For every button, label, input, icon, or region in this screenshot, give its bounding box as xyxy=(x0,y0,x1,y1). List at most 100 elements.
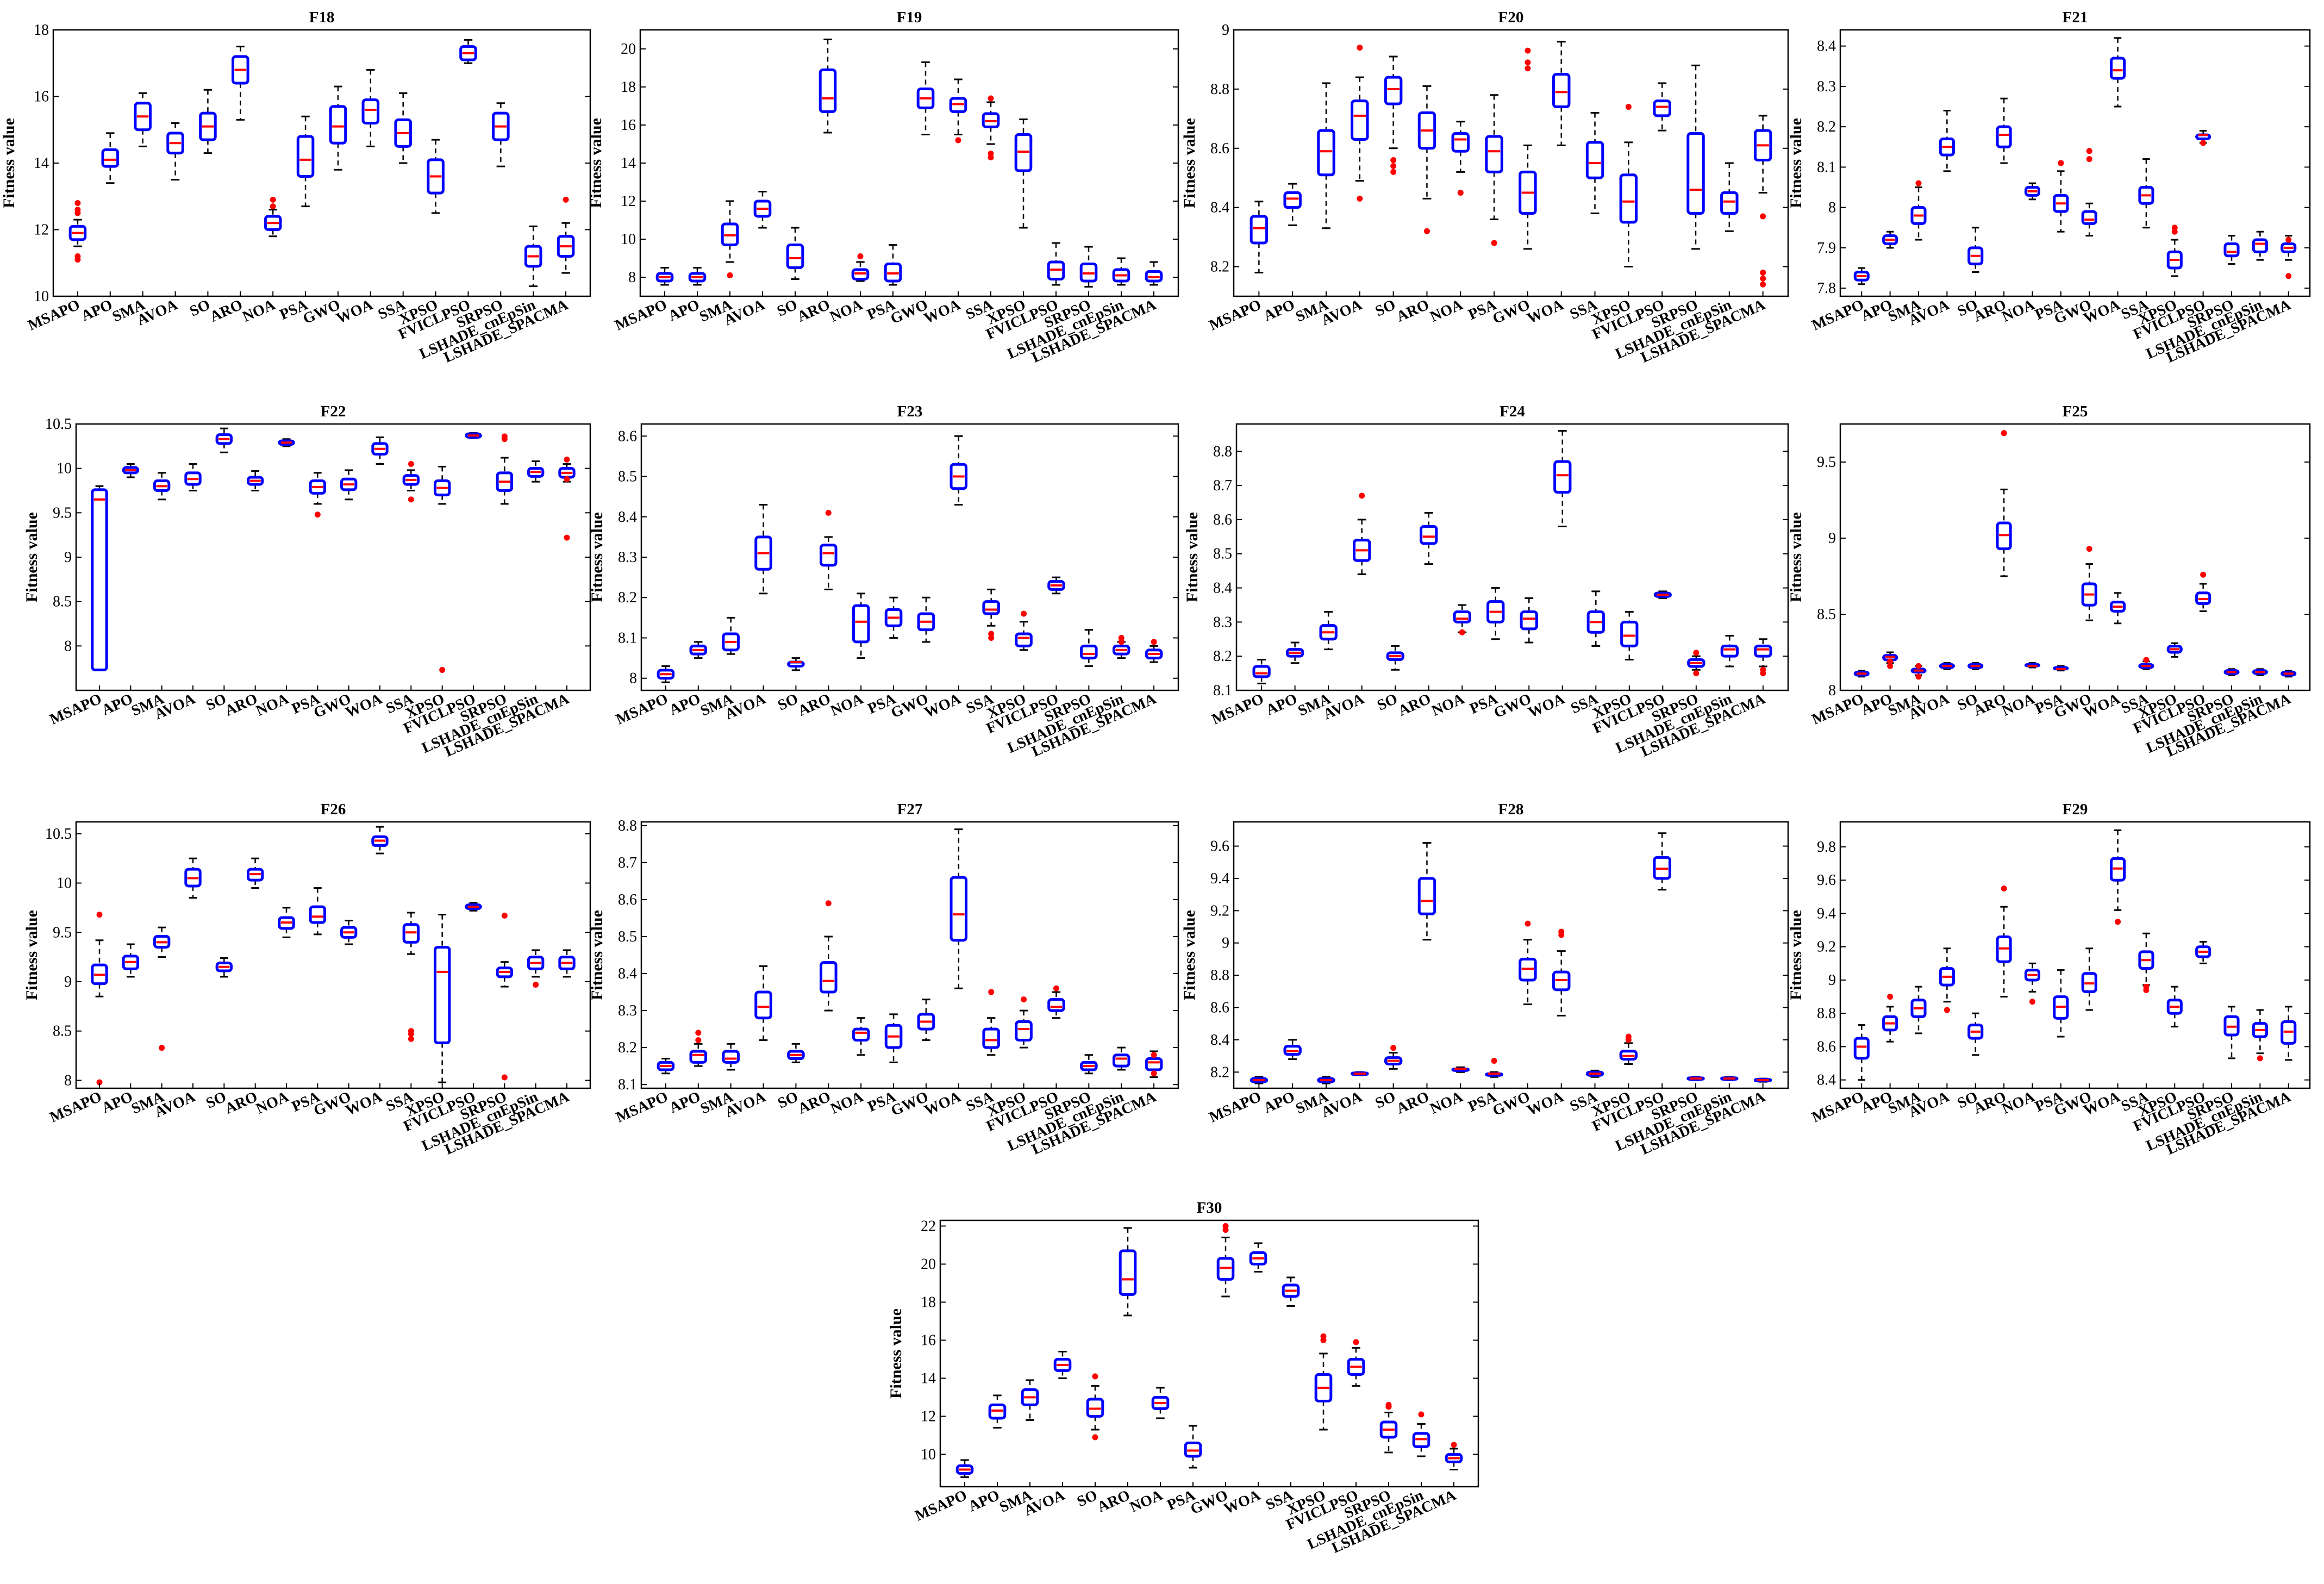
x-tick-label: NOA xyxy=(253,1088,291,1118)
box-iqr xyxy=(851,268,870,280)
x-tick-label: WOA xyxy=(1525,296,1566,327)
box-avoa xyxy=(754,503,772,595)
box-gwo xyxy=(2081,947,2097,1011)
box-fviclpso xyxy=(1653,590,1672,599)
box-iqr xyxy=(2281,1020,2297,1045)
y-tick-label: 8.5 xyxy=(1817,606,1836,623)
box-avoa xyxy=(1939,109,1955,172)
box-noa xyxy=(278,438,295,447)
box-gwo xyxy=(1519,47,1537,250)
box-psa xyxy=(884,244,902,286)
box-iqr xyxy=(278,916,295,930)
box-noa xyxy=(278,907,295,938)
outlier-point xyxy=(408,496,414,503)
box-sma xyxy=(153,472,171,501)
box-so xyxy=(215,427,233,453)
x-tick-label: APO xyxy=(1264,690,1300,719)
outlier-point xyxy=(2143,657,2150,663)
box-iqr xyxy=(246,476,264,486)
box-iqr xyxy=(1286,648,1304,658)
y-tick-label: 8.4 xyxy=(1817,1072,1836,1089)
box-srpso xyxy=(1079,246,1098,288)
panel-title: F22 xyxy=(321,403,346,420)
outlier-point xyxy=(2001,430,2007,436)
box-srpso xyxy=(1080,1054,1098,1075)
box-lshade_spacma xyxy=(557,196,575,274)
box-iqr xyxy=(949,97,967,113)
box-aro xyxy=(1996,97,2012,164)
box-psa xyxy=(1485,94,1503,246)
box-lshade_spacma xyxy=(558,456,576,541)
box-msapo xyxy=(1853,267,1870,285)
box-iqr xyxy=(1967,246,1984,266)
box-ssa xyxy=(1282,1276,1300,1307)
box-iqr xyxy=(2223,1015,2240,1037)
box-iqr xyxy=(527,467,545,478)
box-lshade_cnepsin xyxy=(524,225,542,288)
box-gwo xyxy=(917,596,935,643)
box-apo xyxy=(689,1030,708,1067)
y-axis-label: Fitness value xyxy=(1180,910,1198,1000)
outlier-point xyxy=(2200,571,2207,578)
box-sma xyxy=(153,926,171,1051)
box-iqr xyxy=(101,148,120,168)
panel-title: F30 xyxy=(1197,1199,1222,1217)
axes-frame xyxy=(52,29,591,297)
outlier-point xyxy=(1151,639,1157,645)
outlier-point xyxy=(857,253,864,259)
box-iqr xyxy=(787,1050,805,1061)
outlier-point xyxy=(2086,546,2092,552)
box-iqr xyxy=(122,466,140,475)
y-tick-label: 9 xyxy=(1828,530,1836,547)
box-noa xyxy=(851,253,870,282)
outlier-point xyxy=(1760,213,1766,220)
panel-f21: F21 Fitness value 7.8 7.9 8 8.1 8.2 8.3 8.4 MSAPO… xyxy=(1787,9,2311,366)
box-avoa xyxy=(1053,1351,1072,1379)
box-msapo xyxy=(68,200,87,263)
box-iqr xyxy=(496,471,514,492)
box-avoa xyxy=(1939,947,1955,1013)
box-noa xyxy=(1453,604,1471,635)
box-woa xyxy=(1553,430,1572,527)
box-psa xyxy=(1485,1058,1503,1078)
box-aro xyxy=(819,39,837,134)
box-psa xyxy=(296,115,315,208)
box-iqr xyxy=(1379,1420,1398,1439)
box-aro xyxy=(1417,842,1436,941)
y-tick-label: 8.6 xyxy=(1817,1038,1836,1055)
x-tick-label: SO xyxy=(1375,690,1400,714)
outlier-point xyxy=(74,207,81,213)
box-iqr xyxy=(134,102,152,132)
panel-title: F21 xyxy=(2063,9,2088,26)
y-tick-label: 9.6 xyxy=(1210,838,1229,855)
x-tick-label: MSAPO xyxy=(613,296,670,334)
box-iqr xyxy=(2110,601,2126,613)
box-woa xyxy=(371,826,389,855)
box-apo xyxy=(689,641,708,659)
box-iqr xyxy=(753,199,772,218)
outlier-point xyxy=(74,253,81,259)
y-tick-label: 8.4 xyxy=(1213,580,1232,597)
y-tick-label: 8 xyxy=(64,1072,72,1089)
outlier-point xyxy=(2200,140,2207,146)
y-tick-label: 8.3 xyxy=(618,1002,637,1019)
y-tick-label: 20 xyxy=(621,41,636,58)
box-xpso xyxy=(1014,119,1033,229)
box-iqr xyxy=(1939,137,1955,157)
box-iqr xyxy=(1319,624,1338,641)
box-gwo xyxy=(917,999,935,1042)
box-so xyxy=(199,89,217,154)
outlier-point xyxy=(96,912,103,918)
box-iqr xyxy=(1853,670,1870,677)
box-iqr xyxy=(722,632,740,652)
y-tick-label: 10 xyxy=(57,460,72,477)
box-iqr xyxy=(655,272,674,283)
box-psa xyxy=(309,472,327,518)
y-tick-label: 8.3 xyxy=(1817,78,1836,95)
box-sma xyxy=(1317,82,1335,229)
x-tick-label: WOA xyxy=(1221,1487,1263,1518)
box-noa xyxy=(852,593,870,659)
box-msapo xyxy=(1853,670,1870,678)
axes-frame xyxy=(1233,821,1789,1089)
x-tick-label: WOA xyxy=(1526,690,1567,721)
